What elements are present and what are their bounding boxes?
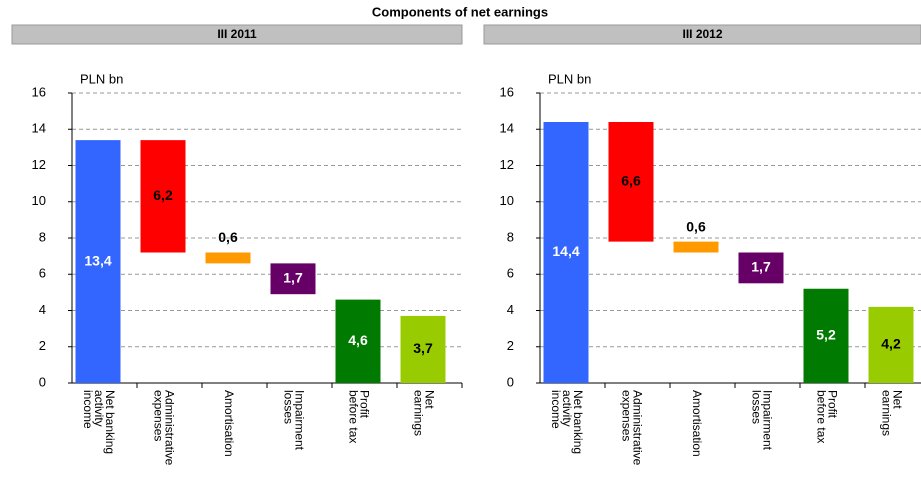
x-tick-label: Administrativeexpenses xyxy=(151,390,176,466)
value-label: 1,7 xyxy=(283,269,303,285)
x-tick-label-line: activity xyxy=(92,390,106,427)
bar xyxy=(803,288,849,383)
x-tick-label-line: expenses xyxy=(151,390,165,441)
x-tick-label-line: Profit xyxy=(825,390,839,419)
x-tick-label: Impairmentlosses xyxy=(749,390,774,451)
y-tick-label: 12 xyxy=(500,157,514,172)
x-tick-label: Netearnings xyxy=(879,390,904,436)
y-tick-label: 0 xyxy=(507,374,514,389)
y-tick-label: 10 xyxy=(32,193,46,208)
bar xyxy=(673,241,719,253)
x-tick-label-line: losses xyxy=(749,390,763,424)
x-tick-label-line: Administrative xyxy=(630,390,644,466)
bar xyxy=(205,252,251,264)
x-tick-label-line: Amortisation xyxy=(222,390,236,457)
y-tick-label: 12 xyxy=(32,157,46,172)
x-tick-label-line: Net xyxy=(422,390,436,409)
x-tick-label-line: before tax xyxy=(346,390,360,443)
value-label: 1,7 xyxy=(751,259,771,275)
x-tick-label-line: Net banking xyxy=(103,390,117,454)
y-tick-label: 10 xyxy=(500,193,514,208)
x-tick-label-line: Impairment xyxy=(292,390,306,451)
bar xyxy=(140,140,186,253)
y-tick-label: 2 xyxy=(507,338,514,353)
y-tick-label: 14 xyxy=(500,121,514,136)
x-tick-label-line: Amortisation xyxy=(690,390,704,457)
bar xyxy=(335,299,381,383)
x-tick-label: Netearnings xyxy=(411,390,436,436)
y-tick-label: 14 xyxy=(32,121,46,136)
x-tick-label: Net bankingactivityincome xyxy=(549,390,585,454)
value-label: 3,7 xyxy=(413,340,433,356)
y-tick-label: 2 xyxy=(39,338,46,353)
bar xyxy=(400,315,446,383)
x-tick-label-line: losses xyxy=(281,390,295,424)
value-label: 6,6 xyxy=(621,173,641,189)
bar xyxy=(75,140,121,383)
x-tick-label-line: earnings xyxy=(411,390,425,436)
x-tick-label-line: income xyxy=(81,390,95,429)
y-tick-label: 16 xyxy=(500,84,514,99)
panel-title: III 2011 xyxy=(217,27,257,41)
value-label: 6,2 xyxy=(153,187,173,203)
y-tick-label: 6 xyxy=(39,266,46,281)
x-tick-label-line: Administrative xyxy=(162,390,176,466)
x-tick-label: Amortisation xyxy=(222,390,236,457)
x-tick-label: Profitbefore tax xyxy=(346,390,371,443)
y-tick-label: 8 xyxy=(507,229,514,244)
x-tick-label-line: activity xyxy=(560,390,574,427)
y-tick-label: 4 xyxy=(39,302,46,317)
y-tick-label: 4 xyxy=(507,302,514,317)
value-label: 13,4 xyxy=(84,252,111,268)
value-label: 0,6 xyxy=(686,218,706,234)
y-tick-label: 8 xyxy=(39,229,46,244)
value-label: 14,4 xyxy=(552,243,579,259)
value-label: 5,2 xyxy=(816,327,836,343)
panel-title: III 2012 xyxy=(682,27,722,41)
x-tick-label-line: earnings xyxy=(879,390,893,436)
bar xyxy=(270,263,316,295)
bar xyxy=(608,122,654,242)
value-label: 4,2 xyxy=(881,336,901,352)
value-label: 0,6 xyxy=(218,229,238,245)
x-tick-label-line: income xyxy=(549,390,563,429)
x-tick-label: Net bankingactivityincome xyxy=(81,390,117,454)
bar xyxy=(868,306,914,383)
y-axis-label: PLN bn xyxy=(80,71,123,86)
bar xyxy=(543,122,589,383)
panel-header xyxy=(483,24,921,45)
y-axis-label: PLN bn xyxy=(548,71,591,86)
bar xyxy=(738,252,784,284)
panel-header xyxy=(11,24,463,45)
y-tick-label: 6 xyxy=(507,266,514,281)
x-tick-label: Profitbefore tax xyxy=(814,390,839,443)
x-tick-label: Impairmentlosses xyxy=(281,390,306,451)
y-tick-label: 0 xyxy=(39,374,46,389)
x-tick-label-line: expenses xyxy=(619,390,633,441)
x-tick-label-line: Net xyxy=(890,390,904,409)
x-tick-label-line: Profit xyxy=(357,390,371,419)
value-label: 4,6 xyxy=(348,332,368,348)
x-tick-label-line: before tax xyxy=(814,390,828,443)
x-tick-label: Administrativeexpenses xyxy=(619,390,644,466)
chart-title: Components of net earnings xyxy=(372,4,548,19)
x-tick-label-line: Impairment xyxy=(760,390,774,451)
x-tick-label: Amortisation xyxy=(690,390,704,457)
x-tick-label-line: Net banking xyxy=(571,390,585,454)
y-tick-label: 16 xyxy=(32,84,46,99)
